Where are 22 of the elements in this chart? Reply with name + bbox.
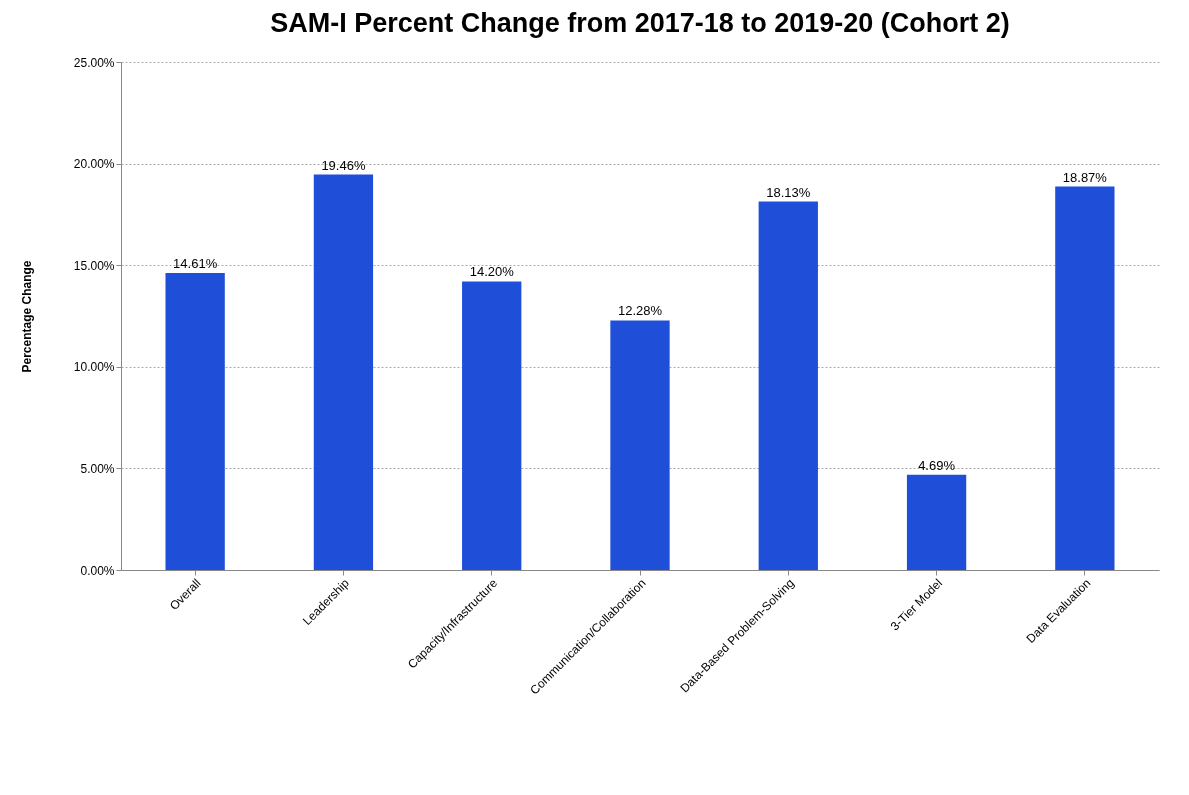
data-label: 19.46% [321, 157, 366, 173]
bar [906, 474, 967, 570]
data-label: 14.20% [469, 264, 515, 280]
y-tick-label: 15.00% [73, 258, 115, 273]
y-tick-label: 0.00% [80, 563, 115, 578]
data-label: 12.28% [617, 303, 663, 319]
y-tick-label: 5.00% [80, 461, 115, 476]
bar [313, 174, 374, 570]
bar [462, 281, 522, 570]
data-label: 4.69% [918, 457, 956, 473]
y-tick-label: 10.00% [73, 360, 115, 375]
bar [165, 273, 225, 570]
y-tick-label: 25.00% [73, 55, 115, 70]
y-axis-title: Percentage Change [19, 260, 34, 373]
data-label: 14.61% [173, 256, 218, 272]
bar [758, 201, 818, 570]
bar [610, 320, 670, 570]
bar [1055, 186, 1115, 570]
data-label: 18.13% [766, 184, 811, 200]
y-tick-label: 20.00% [73, 157, 115, 172]
data-label: 18.87% [1062, 169, 1108, 185]
chart-title: SAM-I Percent Change from 2017-18 to 2019-20 (Cohort 2) [270, 8, 1010, 38]
